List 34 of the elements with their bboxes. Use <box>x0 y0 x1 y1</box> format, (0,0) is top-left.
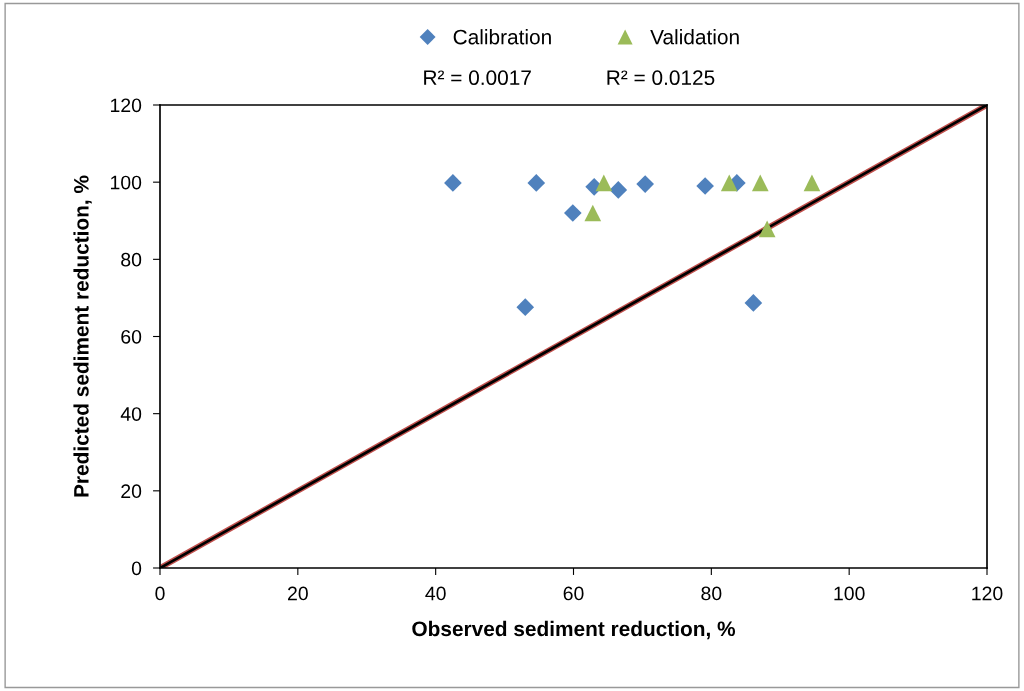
y-tick-label: 40 <box>120 407 142 421</box>
y-tick-label: 120 <box>110 98 142 113</box>
y-tick-label: 80 <box>121 252 142 267</box>
x-tick-label: 60 <box>563 586 584 601</box>
text: R² = 0.0125 <box>607 70 715 86</box>
point <box>744 294 763 312</box>
x-tick-label: 0 <box>155 586 165 601</box>
legend-label: Calibration <box>453 29 551 45</box>
y-tick-label: 20 <box>121 484 142 499</box>
x-tick-label: 80 <box>701 586 722 601</box>
point <box>584 204 602 222</box>
y-tick-label: 100 <box>110 175 142 190</box>
point <box>720 174 738 192</box>
y-tick-label: 0 <box>131 561 142 576</box>
point <box>803 174 821 192</box>
point <box>527 174 546 192</box>
x-tick-label: 120 <box>972 586 1003 601</box>
x-tick-label: 40 <box>425 586 446 601</box>
x-tick-label: 20 <box>288 586 308 601</box>
point <box>595 174 613 192</box>
y-tick-label: 60 <box>121 329 142 344</box>
y-axis-title: Predicted sediment reduction, % <box>73 175 92 497</box>
x-axis-title: Observed sediment reduction, % <box>412 620 736 640</box>
point <box>444 174 462 192</box>
point <box>516 298 535 317</box>
point <box>696 177 714 195</box>
point <box>636 175 655 193</box>
legend-label: Validation <box>650 29 739 45</box>
point <box>751 174 769 192</box>
point <box>563 204 582 222</box>
x-tick-label: 100 <box>834 586 865 601</box>
point <box>609 181 628 199</box>
text: R² = 0.0017 <box>424 70 531 86</box>
point <box>758 220 776 238</box>
